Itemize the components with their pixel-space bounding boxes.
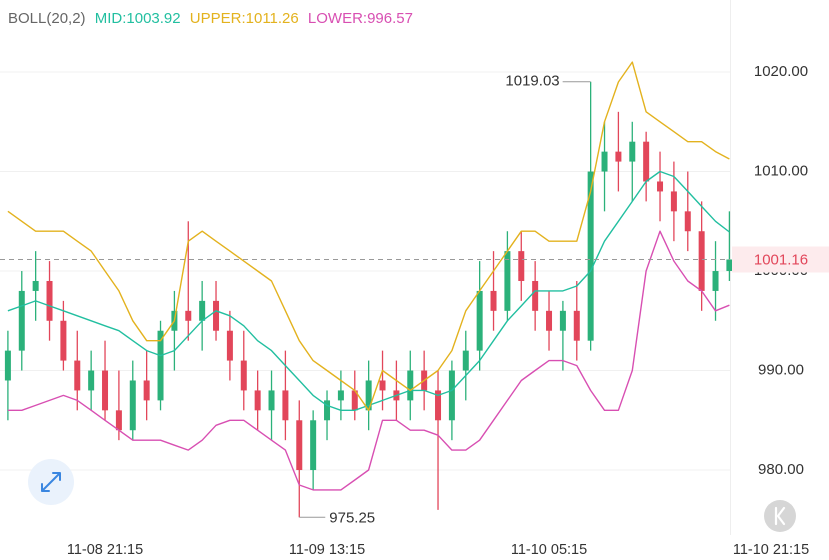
candle-body (226, 330, 233, 361)
candle-body (559, 310, 566, 331)
y-tick-label: 990.00 (758, 361, 804, 378)
collapse-button[interactable] (764, 500, 796, 532)
low-annotation: 975.25 (329, 509, 375, 526)
candle-body (282, 390, 289, 421)
band-line (7, 230, 730, 491)
candle-body (407, 370, 414, 401)
y-tick-label: 1010.00 (754, 163, 808, 180)
candle-body (310, 420, 317, 471)
y-tick-label: 1020.00 (754, 63, 808, 80)
candle-body (4, 350, 11, 381)
candle-body (240, 360, 247, 391)
candle-body (435, 390, 442, 421)
candle-body (573, 310, 580, 341)
indicator-header: BOLL(20,2) MID:1003.92 UPPER:1011.26 LOW… (8, 10, 413, 27)
x-tick-label: 11-08 21:15 (67, 542, 143, 558)
candle-body (60, 320, 67, 361)
candle-body (670, 191, 677, 212)
plot-area (0, 61, 733, 518)
y-tick-label: 980.00 (758, 461, 804, 478)
legend-entry: LOWER:996.57 (308, 10, 413, 27)
high-annotation: 1019.03 (505, 73, 559, 90)
candle-body (448, 370, 455, 421)
candle-body (518, 251, 525, 281)
candle-body (712, 271, 719, 291)
candle-body (324, 400, 331, 421)
candle-body (546, 310, 553, 331)
candle-body (213, 300, 220, 331)
x-tick-label: 11-09 13:15 (289, 542, 365, 558)
x-tick-label: 11-10 21:15 (733, 542, 809, 558)
grid (0, 71, 730, 471)
candle-body (46, 280, 53, 321)
indicator-name: BOLL(20,2) (8, 10, 86, 27)
candle-body (615, 151, 622, 162)
candle-body (532, 280, 539, 311)
candle-body (32, 280, 39, 291)
candle-body (199, 300, 206, 321)
candle-body (587, 171, 594, 341)
candle-body (490, 290, 497, 311)
band-line (7, 61, 730, 411)
candle-body (74, 360, 81, 391)
candle-body (254, 390, 261, 411)
candle-body (102, 370, 109, 411)
candle-body (684, 211, 691, 232)
last-price-label: 1001.16 (754, 251, 808, 268)
candle-body (129, 380, 136, 431)
candle-body (157, 330, 164, 401)
candle-body (365, 380, 372, 411)
candle-body (351, 390, 358, 411)
legend-entry: MID:1003.92 (95, 10, 181, 27)
candle-body (115, 410, 122, 431)
candle-body (629, 141, 636, 162)
candle-body (18, 290, 25, 351)
candle-body (601, 151, 608, 172)
band-line (7, 170, 730, 411)
last-price-box (732, 246, 829, 273)
candle-body (88, 370, 95, 391)
candle-body (504, 251, 511, 311)
candle-body (643, 141, 650, 182)
candle-body (185, 310, 192, 321)
candle-body (143, 380, 150, 401)
candle-body (337, 390, 344, 401)
candle-body (726, 259, 733, 272)
expand-button[interactable] (28, 459, 74, 505)
candle-body (462, 350, 469, 371)
legend-entry: UPPER:1011.26 (190, 10, 299, 27)
x-tick-label: 11-10 05:15 (511, 542, 587, 558)
candle-body (268, 390, 275, 411)
candle-body (476, 290, 483, 351)
candle-body (296, 420, 303, 471)
candle-body (657, 181, 664, 192)
candle-body (698, 231, 705, 291)
candle-body (379, 380, 386, 391)
